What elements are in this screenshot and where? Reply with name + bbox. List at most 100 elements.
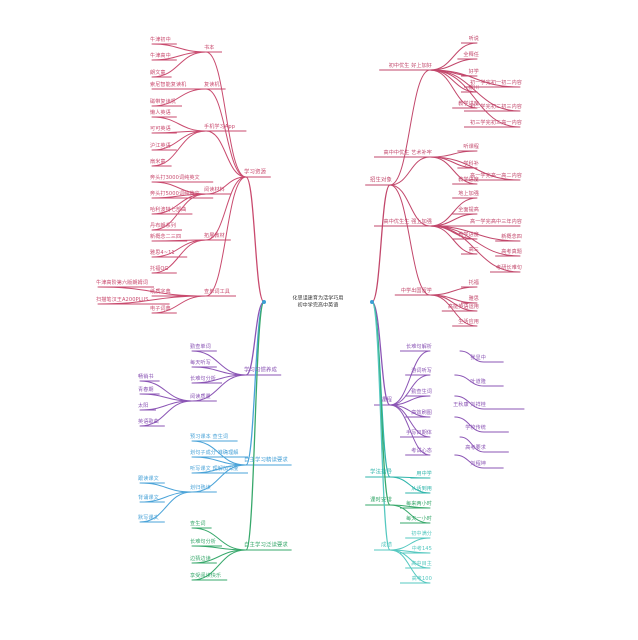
node-chengji-2[interactable]: 高中目主 bbox=[411, 560, 432, 567]
node-chengji-0[interactable]: 初中满分 bbox=[411, 530, 432, 537]
node-xuexiziyuan-0-0[interactable]: 牛津初中 bbox=[150, 36, 171, 43]
node-zhaoshengduixiang-2-7[interactable]: 考研长难句 bbox=[496, 264, 522, 271]
node-xuexiziyuan-3-1[interactable]: 奔头打5000词纯英文 bbox=[150, 190, 200, 197]
node-zhaoshengduixiang-0-2[interactable]: 好学 bbox=[468, 68, 479, 75]
node-xuexiziyuan-2-1[interactable]: 可可英语 bbox=[150, 125, 171, 132]
node-xuefazhidao-0[interactable]: 用中学 bbox=[416, 470, 432, 477]
node-zhaoshengduixiang-2-5[interactable]: 新概念四 bbox=[501, 233, 522, 240]
node-xuexiziyuan-1-0[interactable]: 索尼智能复读机 bbox=[150, 81, 187, 88]
node-zhaoshengduixiang-1-2[interactable]: 教学进度 bbox=[458, 176, 479, 183]
node-zizhu_jingdu-3-1[interactable]: 背诵课文 bbox=[138, 494, 159, 501]
branch-label-xuexixiguan[interactable]: 学习习惯养成 bbox=[244, 367, 277, 374]
node-zizhu_jingdu-3-2[interactable]: 默写课文 bbox=[138, 514, 159, 521]
branch-label-zhaoshengduixiang[interactable]: 招生对象 bbox=[370, 177, 392, 184]
node-xuexixiguan-3[interactable]: 阅读质量 bbox=[190, 393, 211, 400]
node-xuexixiguan-3-1[interactable]: 青春期 bbox=[138, 386, 154, 393]
node-kecheng-1[interactable]: 游词听写 bbox=[411, 367, 432, 374]
node-zhaoshengduixiang-2-0[interactable]: 地上加强 bbox=[458, 190, 479, 197]
node-zhaoshengduixiang-2[interactable]: 高中优生生 强上加强 bbox=[383, 218, 432, 225]
node-kecheng-1-sub[interactable]: 叶道隆 bbox=[470, 378, 486, 385]
node-zhaoshengduixiang-2-2[interactable]: 教学进度 bbox=[458, 231, 479, 238]
node-xuexiziyuan-3-0[interactable]: 奔头打3000词纯英文 bbox=[150, 174, 200, 181]
node-zhaoshengduixiang-1-0[interactable]: 听课程 bbox=[463, 143, 479, 150]
node-zhaoshengduixiang-0[interactable]: 初中优生 好上加好 bbox=[388, 62, 432, 69]
node-kecheng-4-sub[interactable]: 高考要求 bbox=[465, 444, 486, 451]
node-xuexiziyuan-1-1[interactable]: 磁带复读机 bbox=[150, 98, 176, 105]
node-kecheng-5[interactable]: 考试心态 bbox=[411, 447, 432, 454]
node-zizhu_jingdu-3[interactable]: 划归熟读 bbox=[190, 484, 211, 491]
node-xuexiziyuan-3[interactable]: 阅读材料 bbox=[204, 186, 225, 193]
node-zhaoshengduixiang-3[interactable]: 中学出国留学 bbox=[400, 287, 432, 294]
node-xuexixiguan-1[interactable]: 每天听写 bbox=[190, 359, 211, 366]
node-zizhu_jingdu-0[interactable]: 预习课本 查生词 bbox=[190, 433, 229, 440]
node-zhaoshengduixiang-3-1[interactable]: 雅思 bbox=[468, 295, 479, 302]
node-kecheng-5-sub[interactable]: 刘程坤 bbox=[470, 460, 486, 467]
node-zhaoshengduixiang-2-4[interactable]: 高三 bbox=[468, 246, 479, 253]
node-zhaoshengduixiang-2-3[interactable]: 高一学完高中三年内容 bbox=[470, 218, 522, 225]
node-zhaoshengduixiang-0-3[interactable]: 教川 bbox=[468, 84, 479, 91]
branch-label-xuefazhidao[interactable]: 学法指导 bbox=[370, 469, 392, 476]
node-xuexiziyuan-3-3[interactable]: 丹布朗系列 bbox=[150, 222, 176, 229]
node-zizhu_jingdu-2[interactable]: 听写课文 理解加深度 bbox=[190, 465, 239, 472]
node-zhaoshengduixiang-3-0[interactable]: 托福 bbox=[468, 279, 479, 286]
node-kecheng-2[interactable]: 勤查生词 bbox=[411, 388, 432, 395]
branch-label-zizhu_jingdu[interactable]: 自主学习精读要求 bbox=[244, 457, 288, 464]
node-zhaoshengduixiang-1-1[interactable]: 学科补 bbox=[463, 160, 479, 167]
node-zhaoshengduixiang-0-4[interactable]: 教学进度 bbox=[458, 100, 479, 107]
node-xuexixiguan-3-0[interactable]: 畅销书 bbox=[138, 373, 154, 380]
branch-label-xuexiziyuan[interactable]: 学习资源 bbox=[244, 169, 266, 176]
branch-label-keshianpai[interactable]: 课时安排 bbox=[370, 497, 392, 504]
node-xuexiziyuan-2-3[interactable]: 扇米童 bbox=[150, 158, 166, 165]
node-zhaoshengduixiang-2-6[interactable]: 高考真题 bbox=[501, 248, 522, 255]
branch-label-kecheng[interactable]: 课程 bbox=[381, 397, 392, 404]
node-xuexixiguan-3-2[interactable]: 太阳 bbox=[138, 402, 149, 409]
node-kecheng-3-sub[interactable]: 学校传统 bbox=[465, 424, 486, 431]
node-zhaoshengduixiang-0-5[interactable]: 初一学完初一初二内容 bbox=[470, 79, 522, 86]
node-keshianpai-0[interactable]: 每来两小时 bbox=[406, 500, 432, 507]
node-xuexiziyuan-5-3[interactable]: 电子词典 bbox=[150, 305, 171, 312]
node-xuexiziyuan-0[interactable]: 书本 bbox=[204, 44, 215, 51]
node-zizhu_fandu-3[interactable]: 享受阅读快乐 bbox=[190, 572, 222, 579]
node-xuexiziyuan-0-1[interactable]: 牛津高中 bbox=[150, 52, 171, 59]
node-zizhu_fandu-0[interactable]: 查生词 bbox=[190, 520, 206, 527]
node-zizhu_jingdu-1[interactable]: 划句子成分 准确理解 bbox=[190, 449, 239, 456]
node-chengji-1[interactable]: 中考145 bbox=[411, 545, 432, 552]
node-chengji-3[interactable]: 高考100 bbox=[411, 575, 432, 582]
node-xuexiziyuan-3-2[interactable]: 哈利波特七部曲 bbox=[150, 206, 187, 213]
node-xuexiziyuan-5-0[interactable]: 纸质字典 bbox=[150, 288, 171, 295]
node-xuexiziyuan-4[interactable]: 拓展教材 bbox=[204, 232, 225, 239]
node-xuexiziyuan-2-0[interactable]: 懒人英语 bbox=[150, 109, 171, 116]
node-zhaoshengduixiang-0-1[interactable]: 全释任 bbox=[463, 51, 479, 58]
node-xuexiziyuan-1[interactable]: 复读机 bbox=[204, 81, 220, 88]
node-xuexixiguan-0[interactable]: 勤查单词 bbox=[190, 343, 211, 350]
node-kecheng-0[interactable]: 长难句解析 bbox=[406, 343, 432, 350]
node-xuexiziyuan-4-2[interactable]: 托福OG bbox=[150, 265, 169, 272]
node-zhaoshengduixiang-2-1[interactable]: 全面提高 bbox=[458, 206, 479, 213]
node-zhaoshengduixiang-0-7[interactable]: 初三学完初三高一内容 bbox=[470, 119, 522, 126]
node-zizhu_fandu-1[interactable]: 长难句分析 bbox=[190, 538, 216, 545]
node-zhaoshengduixiang-3-3[interactable]: 生活应用 bbox=[458, 318, 479, 325]
node-xuexiziyuan-4-0[interactable]: 新概念二三四 bbox=[150, 233, 182, 240]
node-xuexiziyuan-2[interactable]: 手机学习App bbox=[204, 123, 236, 130]
node-kecheng-3[interactable]: 高效刷图 bbox=[411, 409, 432, 416]
node-xuexixiguan-2[interactable]: 长难句分析 bbox=[190, 375, 216, 382]
node-keshianpai-1[interactable]: 每天一小时 bbox=[406, 515, 432, 522]
node-xuexiziyuan-0-2[interactable]: 朗文童 bbox=[150, 69, 166, 76]
node-kecheng-2-sub[interactable]: 王秋康 刘祥桂 bbox=[453, 401, 486, 408]
node-xuexiziyuan-5[interactable]: 查单词工具 bbox=[204, 288, 230, 295]
node-kecheng-4[interactable]: 手写日期体 bbox=[406, 429, 432, 436]
node-xuexiziyuan-5-1[interactable]: 牛津高阶第六版朗姆词 bbox=[96, 279, 148, 286]
node-xuefazhidao-1[interactable]: 从话到用 bbox=[411, 485, 432, 492]
branch-label-zizhu_fandu[interactable]: 自主学习泛读要求 bbox=[244, 542, 288, 549]
node-kecheng-0-sub[interactable]: 张显中 bbox=[470, 354, 486, 361]
node-zhaoshengduixiang-1[interactable]: 高中中优生 艺术补牢 bbox=[383, 149, 432, 156]
branch-label-chengji[interactable]: 成绩 bbox=[381, 542, 392, 549]
node-zizhu_fandu-2[interactable]: 边猜边读 bbox=[190, 555, 211, 562]
node-zhaoshengduixiang-3-2[interactable]: 高能英语运用 bbox=[447, 303, 479, 310]
node-xuexiziyuan-5-2[interactable]: 扫描笔汉王A200PLUS bbox=[96, 296, 149, 303]
node-zizhu_jingdu-3-0[interactable]: 跟读课文 bbox=[138, 475, 159, 482]
node-zhaoshengduixiang-0-0[interactable]: 听说 bbox=[468, 35, 479, 42]
node-zhaoshengduixiang-1-3[interactable]: 高一学完高一高二内容 bbox=[470, 172, 522, 179]
node-zhaoshengduixiang-0-6[interactable]: 初二学完初二初三内容 bbox=[470, 103, 522, 110]
node-xuexiziyuan-2-2[interactable]: 沪江英语 bbox=[150, 142, 171, 149]
